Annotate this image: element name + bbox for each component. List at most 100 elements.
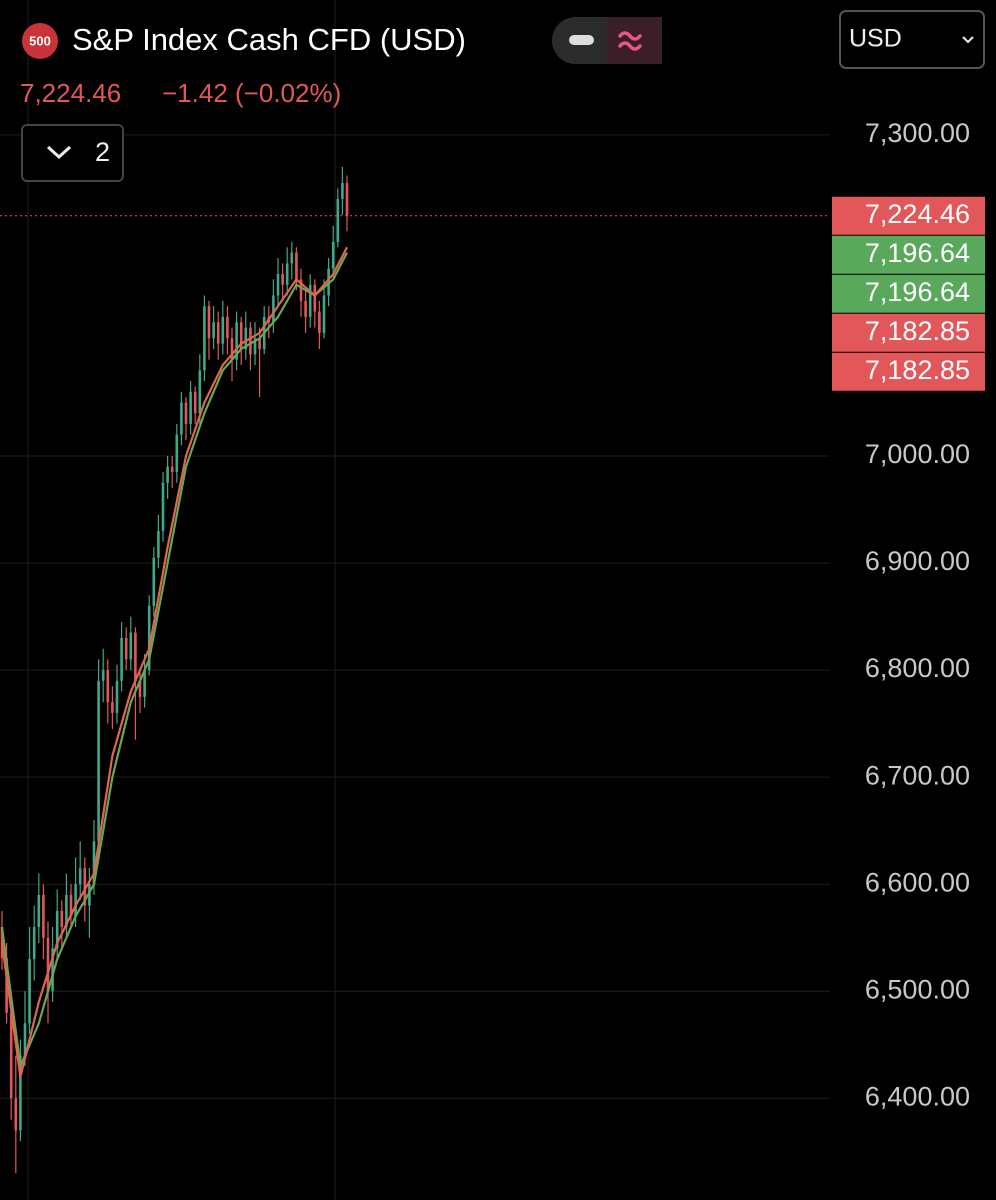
price-tag-label: 7,196.64 xyxy=(865,238,970,268)
candle-body xyxy=(308,284,312,317)
candle-body xyxy=(207,306,211,339)
candle-body xyxy=(193,391,197,414)
candle-body xyxy=(51,948,54,992)
candle-body xyxy=(295,252,298,280)
candle-body xyxy=(147,605,151,671)
price-tag-label: 7,196.64 xyxy=(865,277,970,307)
price-tag xyxy=(832,235,985,274)
candle-body xyxy=(161,482,165,531)
candle-body xyxy=(42,894,45,938)
price-tag xyxy=(832,274,985,313)
candle-body xyxy=(19,1055,22,1131)
currency-box[interactable] xyxy=(839,10,985,69)
badge-text: 500 xyxy=(29,33,51,48)
candle-body xyxy=(152,557,156,606)
price-tag xyxy=(832,352,985,391)
candle-body xyxy=(138,680,142,697)
candle-body xyxy=(235,322,238,360)
candle-body xyxy=(106,670,110,703)
candle-body xyxy=(37,894,41,928)
candle-body xyxy=(101,670,105,681)
candle-body xyxy=(166,466,169,483)
candle-body xyxy=(129,632,133,660)
price-change: −1.42 (−0.02%) xyxy=(162,78,341,108)
grid xyxy=(0,0,830,1200)
indicator-toggle[interactable]: 2 xyxy=(21,124,124,182)
candle-body xyxy=(285,263,289,285)
candle-body xyxy=(313,284,317,312)
indicator-count: 2 xyxy=(95,137,110,167)
candle-body xyxy=(244,327,248,349)
candle-body xyxy=(111,702,114,713)
candle-body xyxy=(253,338,257,355)
price-axis: 6,400.00 6,500.00 6,600.00 6,700.00 6,800.00… xyxy=(832,118,985,1111)
last-price: 7,224.46 xyxy=(20,78,121,108)
candle-body xyxy=(115,680,119,713)
y-tick-label: 6,900.00 xyxy=(865,546,970,576)
candle-body xyxy=(157,530,160,558)
currency-label: USD xyxy=(849,25,902,53)
indicator-button[interactable] xyxy=(21,124,124,182)
collapse-icon[interactable] xyxy=(569,35,594,45)
candle-body xyxy=(281,274,284,285)
candle-body xyxy=(272,295,275,323)
candle-body xyxy=(290,252,294,264)
candle-body xyxy=(170,466,174,473)
candle-body xyxy=(318,311,321,333)
candle-body xyxy=(46,937,50,992)
y-tick-label: 7,300.00 xyxy=(865,118,970,148)
candle-body xyxy=(83,868,87,906)
candle-body xyxy=(184,402,188,424)
price-tag-label: 7,182.85 xyxy=(865,316,970,346)
wave-icon[interactable] xyxy=(618,31,642,51)
candle-body xyxy=(60,910,64,928)
candle-body xyxy=(78,868,82,885)
candle-body xyxy=(322,295,326,333)
candle-body xyxy=(345,183,349,216)
candle-body xyxy=(5,958,8,1013)
candle-body xyxy=(175,434,179,473)
chevron xyxy=(46,145,72,160)
candle-body xyxy=(341,183,344,200)
candle-body xyxy=(331,241,335,269)
y-tick-label: 6,700.00 xyxy=(865,760,970,790)
candle-body xyxy=(258,338,261,349)
candle-body xyxy=(212,322,215,339)
candle-body xyxy=(189,391,192,424)
candle-body xyxy=(55,910,59,949)
candle-body xyxy=(239,322,243,349)
price-tag xyxy=(832,196,985,235)
symbol-title: S&P Index Cash CFD (USD) xyxy=(72,22,466,57)
candle-body xyxy=(249,327,252,355)
y-tick-label: 6,500.00 xyxy=(865,974,970,1004)
candle-body xyxy=(124,638,128,660)
badge xyxy=(22,23,58,59)
candle-body xyxy=(134,632,137,681)
candle-body xyxy=(336,199,340,242)
toggle[interactable] xyxy=(552,17,662,64)
moving-average xyxy=(0,252,348,1071)
currency-select[interactable]: USD xyxy=(839,10,985,69)
candle-body xyxy=(23,1023,27,1056)
candle-body xyxy=(9,1012,13,1099)
candle-body xyxy=(28,959,31,1024)
candle-body xyxy=(299,279,303,301)
candle-body xyxy=(203,306,206,371)
candle-body xyxy=(143,670,146,697)
moving-average xyxy=(0,246,348,1078)
plot xyxy=(0,166,830,1174)
candle-body xyxy=(14,1098,18,1131)
candle-body xyxy=(92,841,96,885)
candle-body xyxy=(230,338,234,360)
header: 500 S&P Index Cash CFD (USD) 7,224.46 −1… xyxy=(20,10,985,182)
candle-body xyxy=(0,927,4,959)
candle-body xyxy=(304,300,307,317)
candle-body xyxy=(74,884,77,917)
y-tick-label: 6,800.00 xyxy=(865,653,970,683)
candle-body xyxy=(276,274,280,296)
price-tag-label: 7,224.46 xyxy=(865,199,970,229)
candle-body xyxy=(198,370,202,414)
